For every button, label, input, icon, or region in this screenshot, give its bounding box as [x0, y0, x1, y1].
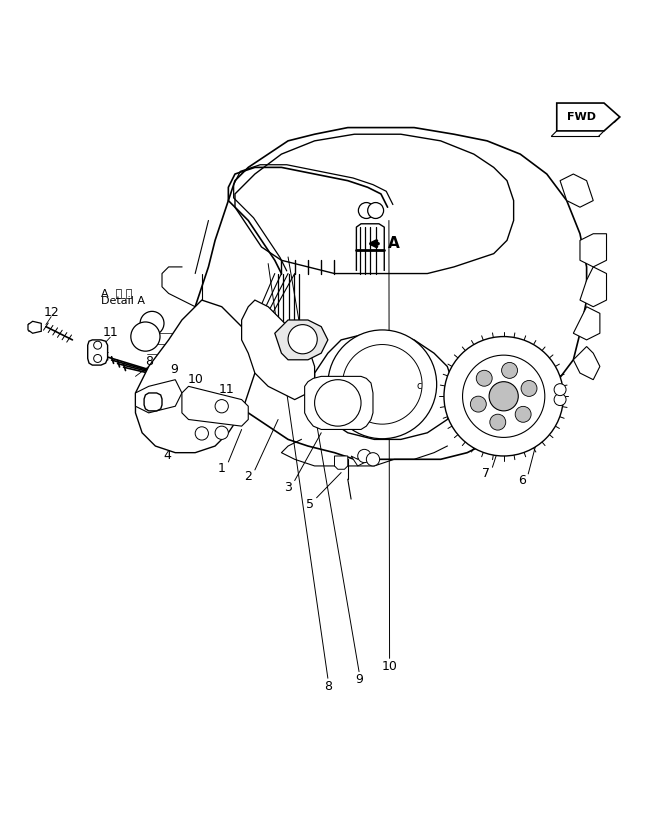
Circle shape: [140, 311, 164, 336]
Text: 2: 2: [244, 470, 252, 483]
Text: 10: 10: [381, 659, 397, 673]
Circle shape: [515, 406, 531, 422]
Polygon shape: [195, 128, 587, 459]
Circle shape: [288, 325, 317, 354]
Circle shape: [131, 322, 160, 352]
Polygon shape: [135, 300, 255, 453]
Polygon shape: [580, 267, 607, 307]
Polygon shape: [235, 134, 514, 274]
Circle shape: [343, 345, 422, 425]
Circle shape: [367, 453, 379, 466]
Circle shape: [328, 330, 437, 439]
Text: 8: 8: [145, 355, 153, 368]
Text: 10: 10: [187, 373, 203, 386]
Circle shape: [94, 341, 102, 349]
Circle shape: [554, 383, 566, 396]
Text: 5: 5: [306, 498, 314, 511]
Circle shape: [476, 370, 492, 386]
Polygon shape: [560, 174, 593, 207]
Text: 12: 12: [43, 305, 59, 319]
Text: 7: 7: [482, 467, 490, 481]
Polygon shape: [573, 347, 600, 380]
Circle shape: [94, 355, 102, 362]
Text: 6: 6: [518, 474, 526, 487]
Polygon shape: [28, 321, 41, 333]
Circle shape: [521, 380, 537, 396]
Circle shape: [368, 202, 383, 218]
Polygon shape: [242, 300, 314, 399]
Polygon shape: [334, 456, 348, 469]
Circle shape: [554, 393, 566, 405]
Polygon shape: [275, 320, 328, 360]
Circle shape: [215, 426, 228, 440]
Polygon shape: [557, 103, 619, 131]
Text: 8: 8: [324, 680, 332, 693]
Circle shape: [502, 362, 518, 378]
Circle shape: [314, 380, 361, 426]
Polygon shape: [182, 386, 248, 426]
Circle shape: [215, 399, 228, 413]
Circle shape: [444, 336, 563, 456]
Polygon shape: [88, 340, 108, 365]
Text: 9: 9: [355, 673, 363, 686]
Circle shape: [462, 355, 545, 437]
Polygon shape: [304, 377, 373, 430]
Text: 1: 1: [218, 462, 225, 475]
Polygon shape: [135, 380, 182, 413]
Text: 3: 3: [284, 481, 292, 493]
Text: Detail A: Detail A: [101, 296, 145, 306]
Text: 11: 11: [219, 383, 235, 396]
Circle shape: [489, 382, 518, 411]
Polygon shape: [573, 307, 600, 340]
Text: 9: 9: [170, 363, 178, 376]
Text: 11: 11: [102, 326, 118, 339]
Polygon shape: [144, 393, 162, 411]
Circle shape: [490, 414, 506, 430]
Text: A  詳 細: A 詳 細: [101, 289, 132, 299]
Text: FWD: FWD: [567, 112, 597, 122]
Text: A: A: [388, 237, 400, 251]
Circle shape: [195, 427, 209, 440]
Text: c: c: [416, 382, 421, 391]
Text: 4: 4: [163, 450, 171, 462]
Circle shape: [470, 396, 486, 412]
Polygon shape: [314, 333, 454, 440]
Circle shape: [359, 202, 375, 218]
Polygon shape: [351, 456, 365, 466]
Polygon shape: [580, 234, 607, 267]
Circle shape: [358, 450, 371, 462]
